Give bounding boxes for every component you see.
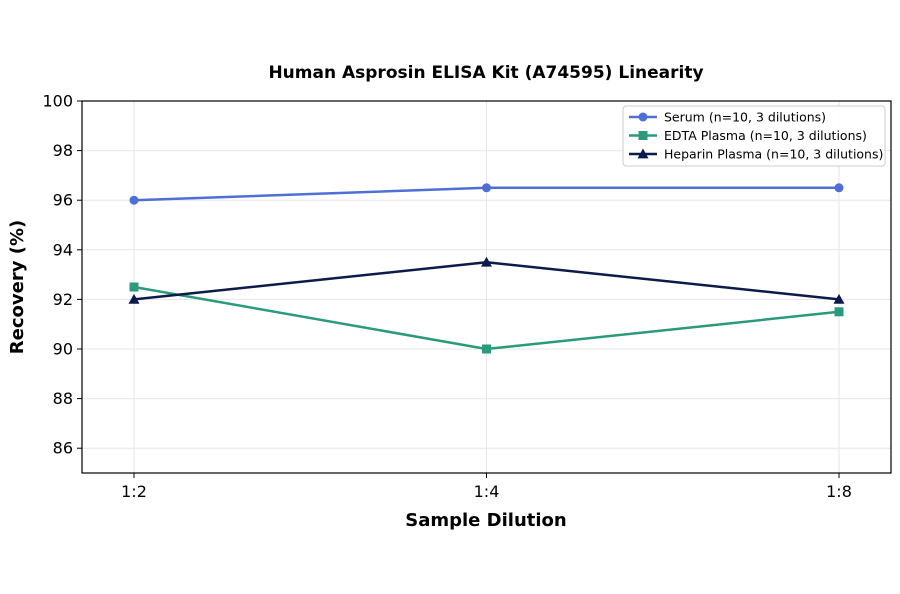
x-axis-label: Sample Dilution [405,510,566,531]
x-axis-ticks: 1:2 1:4 1:8 [121,473,852,501]
y-tick-label: 96 [53,191,73,210]
legend-marker [638,131,648,140]
legend-label: EDTA Plasma (n=10, 3 dilutions) [664,128,867,143]
legend-item: Heparin Plasma (n=10, 3 dilutions) [629,147,883,162]
y-tick-label: 88 [53,389,73,408]
legend-marker [638,112,648,122]
y-tick-label: 94 [53,240,73,259]
y-tick-label: 98 [53,141,73,160]
data-point [834,183,844,193]
series-3 [128,256,845,304]
data-point [833,293,845,304]
legend-label: Heparin Plasma (n=10, 3 dilutions) [664,147,883,162]
y-tick-label: 90 [53,340,73,359]
legend-item: Serum (n=10, 3 dilutions) [629,110,826,125]
legend-box [622,105,886,167]
data-point [482,344,491,354]
legend-label: Serum (n=10, 3 dilutions) [664,110,826,125]
x-tick-label: 1:4 [474,482,500,501]
data-point [482,183,491,193]
y-tick-label: 100 [42,92,73,111]
series-lines [128,183,845,354]
y-axis-ticks: 86 88 90 92 94 96 98 100 [42,92,82,458]
x-tick-label: 1:2 [121,482,147,501]
data-point [834,307,844,317]
legend-item: EDTA Plasma (n=10, 3 dilutions) [629,128,867,143]
data-point [481,256,492,267]
data-point [129,195,139,205]
data-point [129,282,139,292]
series-1 [129,183,844,205]
y-axis-label: Recovery (%) [7,220,28,354]
chart-title: Human Asprosin ELISA Kit (A74595) Linear… [268,63,703,83]
data-point [128,293,140,304]
legend-marker [637,148,649,159]
x-tick-label: 1:8 [826,482,852,501]
y-tick-label: 92 [53,290,73,309]
y-tick-label: 86 [53,439,73,458]
plot-frame [81,100,892,474]
series-2 [129,282,844,354]
legend: Serum (n=10, 3 dilutions) EDTA Plasma (n=… [622,105,886,167]
